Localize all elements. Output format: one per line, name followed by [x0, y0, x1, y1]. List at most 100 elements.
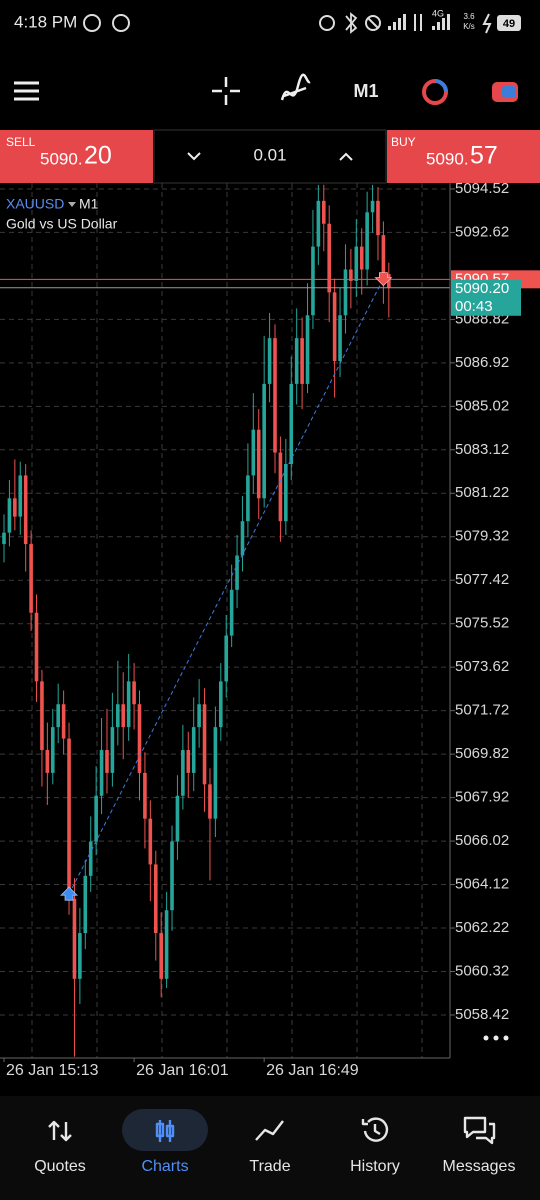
y-tick-label: 5058.42 — [455, 1006, 509, 1023]
nav-icon[interactable] — [463, 1116, 496, 1145]
signal-icon — [432, 14, 450, 30]
candle-body — [229, 589, 234, 636]
menu-button[interactable] — [14, 81, 39, 101]
candle-body — [321, 200, 326, 224]
x-tick-label: 26 Jan 16:01 — [136, 1062, 229, 1079]
y-tick-label: 5073.62 — [455, 658, 509, 675]
y-tick-label: 5086.92 — [455, 354, 509, 371]
candle-body — [197, 704, 201, 728]
candle-body — [143, 772, 147, 819]
candle-body — [121, 704, 126, 728]
candle-body — [294, 338, 299, 384]
candle-body — [137, 704, 142, 773]
more-button[interactable] — [483, 1035, 489, 1041]
candle-body — [164, 910, 169, 979]
candle-body — [267, 338, 272, 384]
lot-decrease[interactable] — [187, 152, 201, 161]
plot-area — [0, 184, 450, 1057]
bid-label: 5090.20 — [455, 280, 509, 297]
candle-body — [34, 612, 39, 682]
sell-price-big: 20 — [84, 142, 112, 170]
trade-button — [434, 79, 448, 93]
candle-body — [29, 544, 33, 613]
candle-body — [278, 452, 283, 522]
alarm-icon — [319, 15, 335, 31]
toolbar: M1 — [14, 73, 518, 105]
candle-body — [343, 269, 348, 316]
chart: 5094.525092.625088.825086.925085.025083.… — [0, 180, 540, 1062]
timeframe-button[interactable]: M1 — [353, 81, 378, 101]
y-tick-label: 5062.22 — [455, 919, 509, 936]
objects-button — [502, 86, 516, 98]
bid-label-box — [451, 279, 521, 316]
y-tick-label: 5075.52 — [455, 615, 509, 632]
nav-label[interactable]: Trade — [249, 1158, 290, 1175]
candle-body — [262, 383, 266, 499]
candle-body — [246, 475, 250, 522]
candle-body — [219, 681, 223, 728]
y-tick-label: 5081.22 — [455, 484, 509, 501]
buy-price: 5090. — [426, 149, 469, 168]
candle-body — [251, 429, 256, 476]
price-axis: 5094.525092.625088.825086.925085.025083.… — [450, 180, 540, 1023]
bluetooth-icon — [345, 12, 358, 34]
candle-body — [327, 223, 331, 293]
crosshair-button[interactable] — [212, 77, 240, 105]
candle-body — [159, 933, 163, 979]
nav-icon[interactable] — [361, 1117, 389, 1142]
candle-body — [208, 784, 212, 819]
nav-background — [0, 1096, 540, 1200]
candle-body — [170, 841, 174, 911]
more-button — [503, 1035, 509, 1041]
dnd-icon — [367, 17, 379, 29]
buy-price-big: 57 — [470, 142, 498, 170]
nav-label[interactable]: Charts — [141, 1158, 188, 1175]
icon — [112, 14, 130, 32]
nav-label[interactable]: Quotes — [34, 1158, 86, 1175]
charging-icon — [482, 13, 492, 34]
nav-label[interactable]: Messages — [443, 1158, 516, 1175]
candle-body — [83, 875, 88, 934]
subtitle: Gold vs US Dollar — [6, 216, 118, 232]
nav-label[interactable]: History — [350, 1158, 400, 1175]
data-icon — [414, 14, 422, 31]
candle-body — [284, 463, 288, 522]
nav-icon[interactable] — [155, 1120, 175, 1142]
candle-body — [300, 338, 304, 384]
trade-panel: SELL 5090. 20 0.01 BUY 5090. 57 — [0, 129, 540, 184]
candle-body — [289, 383, 294, 464]
y-tick-label: 5094.52 — [455, 180, 509, 197]
speed-unit: K/s — [463, 22, 475, 31]
dnd-icon — [365, 15, 381, 31]
nav-icon[interactable] — [48, 1120, 72, 1142]
symbol-dropdown[interactable] — [68, 202, 76, 207]
candle-body — [381, 235, 386, 275]
y-tick-label: 5085.02 — [455, 397, 509, 414]
candle-body — [132, 681, 136, 705]
candle-body — [23, 475, 28, 545]
candle-body — [110, 727, 115, 773]
x-tick-label: 26 Jan 15:13 — [6, 1062, 99, 1079]
indicators-button[interactable] — [280, 73, 311, 101]
lot-increase[interactable] — [339, 152, 353, 161]
candle-body — [50, 727, 55, 773]
nav-active-pill — [122, 1109, 208, 1151]
symbol: XAUUSD — [6, 196, 64, 212]
sell-label: SELL — [6, 135, 36, 149]
nav-icon[interactable] — [255, 1120, 284, 1141]
candle-body — [305, 315, 310, 384]
candle-body — [370, 200, 375, 213]
y-tick-label: 5064.12 — [455, 876, 509, 893]
candle-body — [105, 750, 109, 773]
sell-button[interactable] — [0, 130, 153, 183]
buy-button[interactable] — [387, 130, 540, 183]
candle-body — [61, 704, 66, 739]
candle-body — [316, 200, 321, 247]
candle-body — [202, 704, 207, 785]
candle-body — [354, 246, 359, 281]
candle-body — [376, 200, 380, 236]
candle-body — [224, 635, 229, 682]
lot[interactable]: 0.01 — [253, 145, 286, 164]
network: 4G — [432, 8, 444, 18]
